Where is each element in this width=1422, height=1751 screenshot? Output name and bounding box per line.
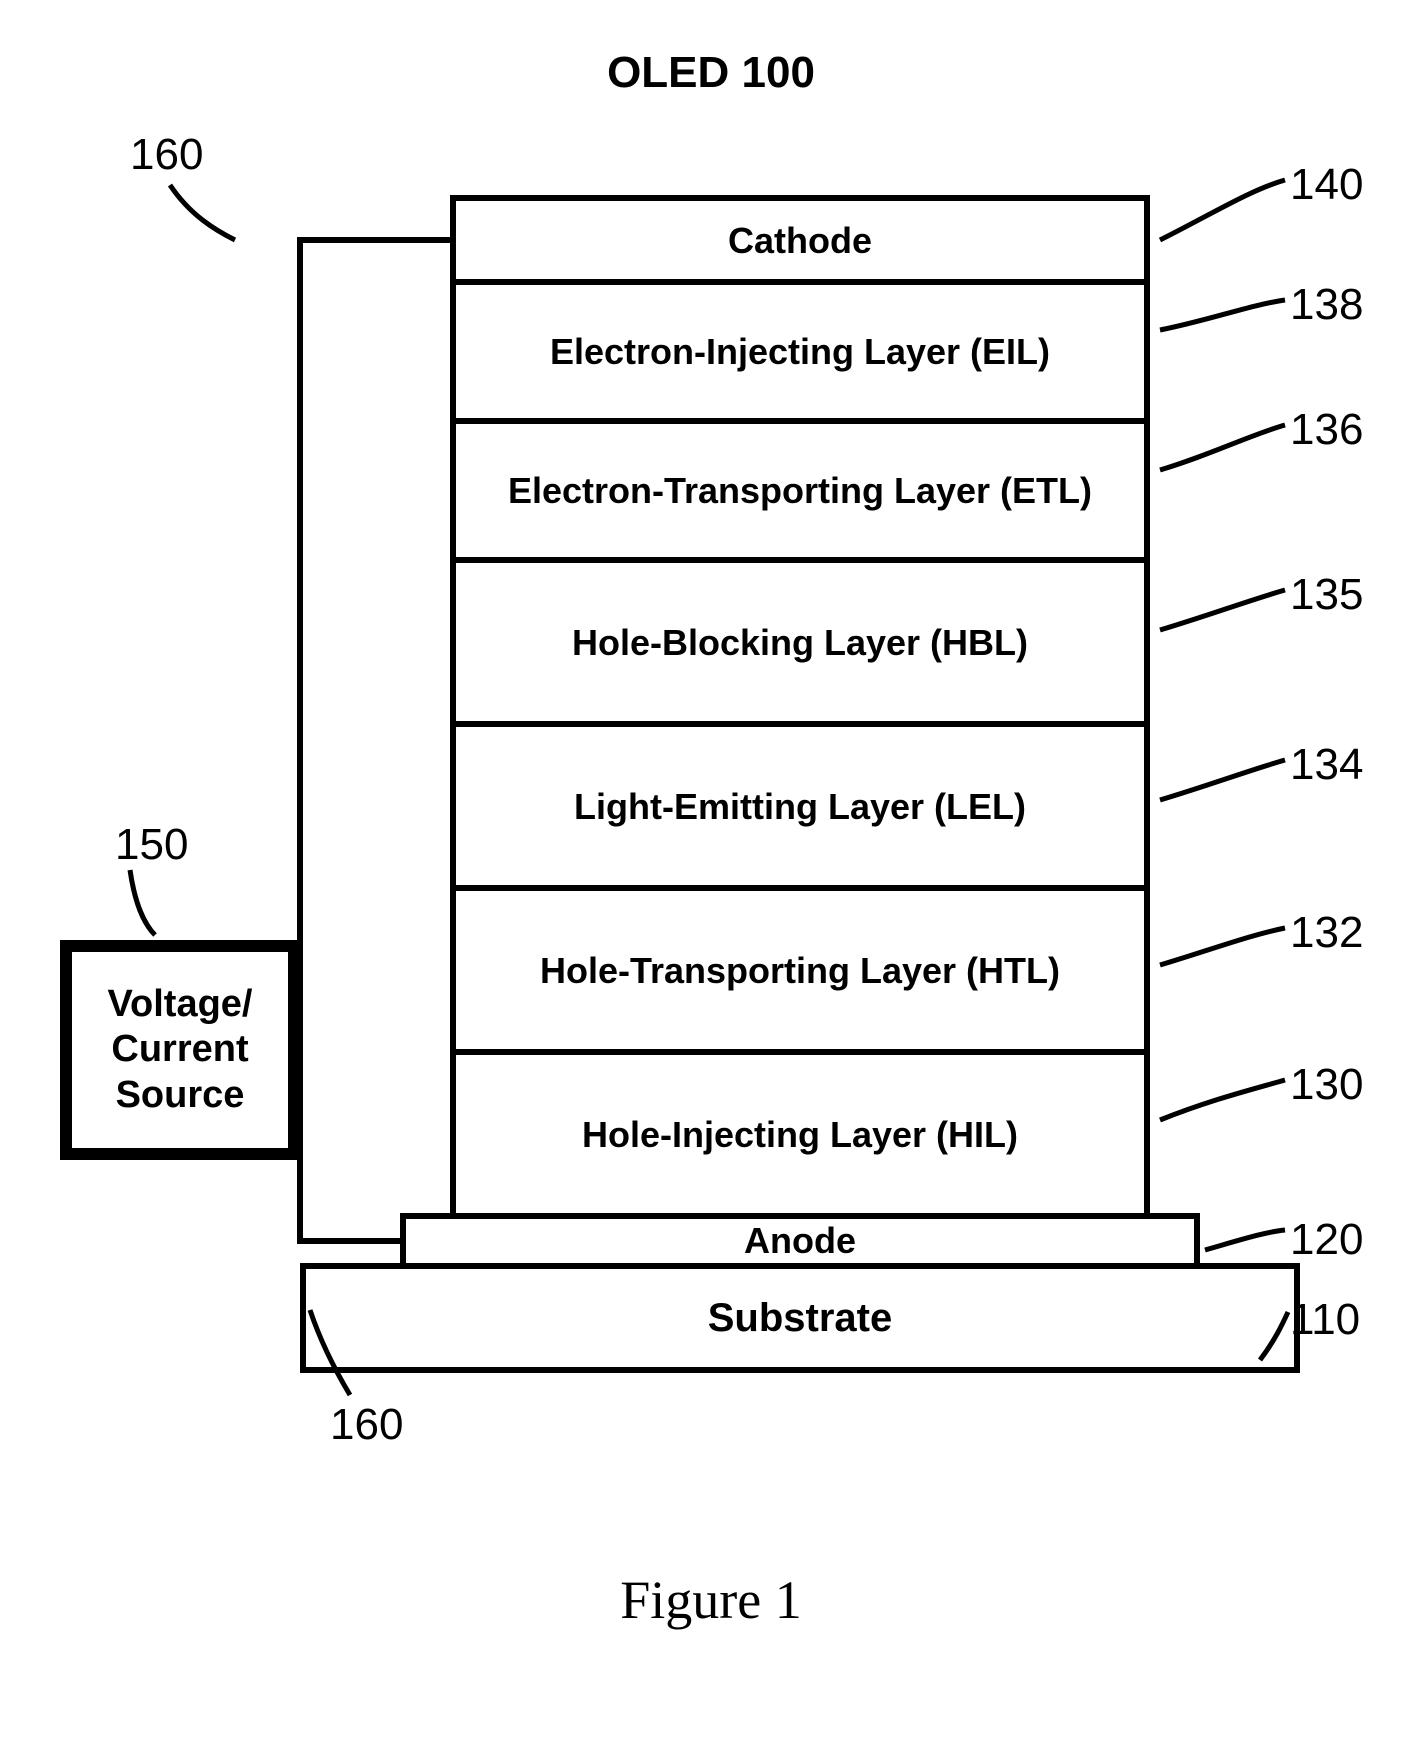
layer-hbl: Hole-Blocking Layer (HBL) xyxy=(450,557,1150,727)
ref-160-bottom: 160 xyxy=(330,1400,403,1450)
ref-136: 136 xyxy=(1290,405,1363,455)
ref-134: 134 xyxy=(1290,740,1363,790)
voltage-current-source: Voltage/ Current Source xyxy=(60,940,300,1160)
ref-135: 135 xyxy=(1290,570,1363,620)
conductor-wire xyxy=(300,240,450,1050)
layer-cathode: Cathode xyxy=(450,195,1150,285)
ref-110: 110 xyxy=(1290,1295,1360,1345)
leader-line xyxy=(1160,1080,1285,1120)
leader-line xyxy=(1160,425,1285,470)
ref-132: 132 xyxy=(1290,908,1363,958)
ref-120: 120 xyxy=(1290,1215,1363,1265)
leader-line xyxy=(170,185,235,240)
ref-138: 138 xyxy=(1290,280,1363,330)
layer-label: Electron-Transporting Layer (ETL) xyxy=(508,468,1092,513)
leader-line xyxy=(130,870,155,935)
layer-label: Light-Emitting Layer (LEL) xyxy=(574,784,1026,829)
diagram-title: OLED 100 xyxy=(0,48,1422,98)
substrate-layer: Substrate xyxy=(300,1263,1300,1373)
ref-140: 140 xyxy=(1290,160,1363,210)
ref-130: 130 xyxy=(1290,1060,1363,1110)
leader-line xyxy=(1160,300,1285,330)
layer-label: Cathode xyxy=(728,218,872,263)
layer-label: Electron-Injecting Layer (EIL) xyxy=(550,329,1050,374)
figure-caption: Figure 1 xyxy=(0,1569,1422,1631)
layer-label: Hole-Blocking Layer (HBL) xyxy=(572,620,1028,665)
layer-hil: Hole-Injecting Layer (HIL) xyxy=(450,1049,1150,1219)
anode-layer: Anode xyxy=(400,1213,1200,1269)
layer-eil: Electron-Injecting Layer (EIL) xyxy=(450,279,1150,424)
layer-lel: Light-Emitting Layer (LEL) xyxy=(450,721,1150,891)
layer-stack: Cathode Electron-Injecting Layer (EIL) Ele… xyxy=(450,195,1150,1213)
layer-htl: Hole-Transporting Layer (HTL) xyxy=(450,885,1150,1055)
substrate-label: Substrate xyxy=(708,1296,893,1341)
layer-label: Hole-Transporting Layer (HTL) xyxy=(540,948,1060,993)
anode-label: Anode xyxy=(744,1220,856,1262)
diagram-canvas: OLED 100 Cathode Electron-Injecting Layer… xyxy=(0,0,1422,1751)
leader-line xyxy=(1160,760,1285,800)
ref-150: 150 xyxy=(115,820,188,870)
source-label: Voltage/ Current Source xyxy=(72,982,288,1119)
leader-line xyxy=(1160,180,1285,240)
leader-line xyxy=(1160,590,1285,630)
ref-160-top: 160 xyxy=(130,130,203,180)
layer-etl: Electron-Transporting Layer (ETL) xyxy=(450,418,1150,563)
conductor-wire xyxy=(300,1050,400,1241)
layer-label: Hole-Injecting Layer (HIL) xyxy=(582,1112,1018,1157)
leader-line xyxy=(1205,1230,1285,1250)
leader-line xyxy=(1160,928,1285,965)
